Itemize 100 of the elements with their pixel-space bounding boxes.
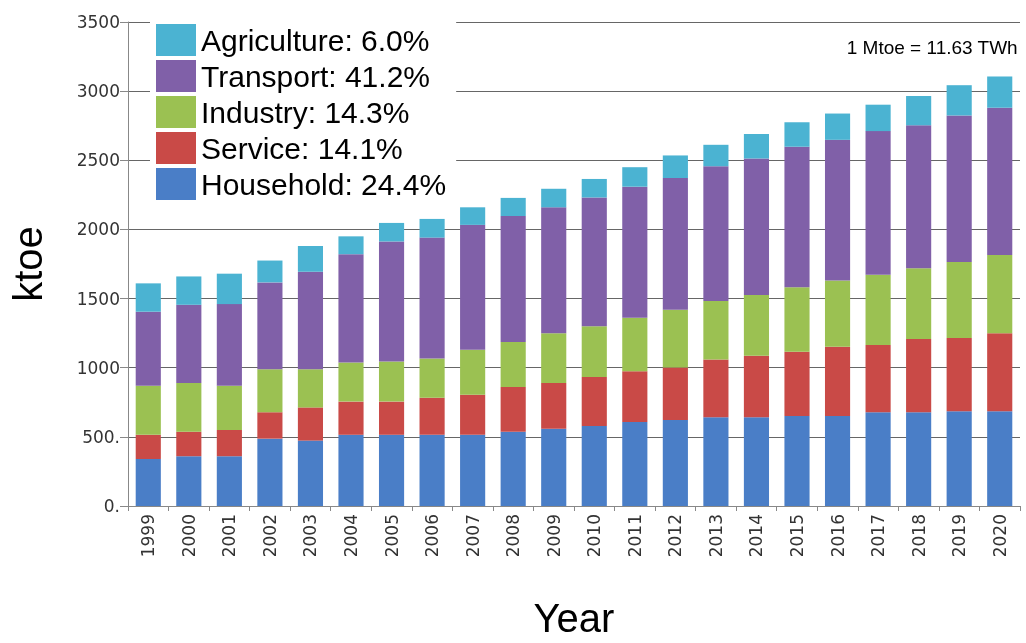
bar: [176, 276, 202, 305]
bar: [257, 260, 283, 283]
bar: [460, 224, 486, 350]
bar: [500, 341, 526, 387]
bar: [378, 241, 405, 362]
bar: [784, 287, 810, 352]
bar: [581, 326, 607, 378]
bar: [257, 369, 283, 413]
bar: [297, 271, 324, 370]
bar: [419, 237, 445, 359]
bar: [338, 236, 364, 255]
bar: [865, 131, 891, 275]
bar: [216, 385, 242, 430]
bar: [987, 411, 1013, 506]
bar: [216, 456, 242, 506]
bar: [906, 339, 932, 413]
x-tick-label: 2017: [868, 514, 889, 558]
bar: [216, 429, 242, 457]
bar: [135, 283, 161, 312]
bar: [297, 407, 324, 441]
bar: [297, 440, 324, 506]
bar: [987, 107, 1013, 256]
bar: [946, 85, 972, 116]
y-tick-label: 500.: [82, 426, 120, 447]
bar: [743, 158, 770, 296]
x-tick-label: 2020: [989, 514, 1010, 558]
bar: [500, 197, 526, 217]
bar: [865, 104, 891, 132]
bar: [743, 417, 770, 506]
x-tick-label: 2002: [259, 514, 280, 558]
bar: [176, 456, 202, 506]
bar: [865, 344, 891, 413]
bar: [419, 434, 445, 506]
x-tick-label: 2008: [503, 514, 524, 558]
bar: [257, 282, 283, 370]
legend-label: Industry: 14.3%: [201, 95, 410, 129]
bar: [216, 273, 242, 305]
bar: [703, 300, 729, 360]
y-axis-title: ktoe: [6, 226, 50, 302]
bar: [338, 401, 364, 435]
legend-label: Service: 14.1%: [201, 131, 403, 165]
bar: [541, 333, 567, 384]
bar: [662, 177, 688, 310]
x-tick-label: 2012: [665, 514, 686, 558]
bar: [662, 309, 688, 368]
bar: [257, 438, 283, 506]
bar: [460, 434, 486, 506]
y-tick-label: 1000: [76, 357, 120, 378]
bar: [865, 274, 891, 345]
bar: [176, 382, 202, 432]
x-tick-label: 2007: [462, 514, 483, 558]
x-tick-label: 2003: [300, 514, 321, 558]
x-tick-label: 2018: [908, 514, 929, 558]
bar: [176, 304, 202, 383]
bar: [581, 178, 607, 198]
bar: [987, 76, 1013, 108]
x-tick-label: 2009: [543, 514, 564, 558]
bar: [500, 431, 526, 506]
bar: [743, 355, 770, 418]
x-tick-label: 2019: [949, 514, 970, 558]
bar: [662, 367, 688, 421]
bar: [541, 207, 567, 334]
y-tick-label: 3000: [76, 81, 120, 102]
x-tick-label: 2016: [827, 514, 848, 558]
y-tick-label: 1500: [76, 288, 120, 309]
x-tick-label: 2001: [219, 514, 240, 558]
x-tick-label: 2015: [787, 514, 807, 558]
bar: [297, 246, 324, 272]
annotation: 1 Mtoe = 11.63 TWh: [846, 37, 1018, 58]
x-tick-label: 1999: [138, 514, 159, 558]
bar: [297, 369, 324, 408]
x-tick-label: 2011: [624, 514, 645, 558]
bar: [784, 351, 810, 417]
bar: [906, 125, 932, 269]
bar: [135, 434, 161, 459]
y-tick-label: 2500: [76, 150, 120, 171]
bar: [135, 385, 161, 435]
bar: [419, 358, 445, 398]
bar: [622, 422, 648, 506]
bar: [824, 416, 851, 506]
bar: [824, 346, 851, 417]
bar: [338, 362, 364, 402]
x-tick-label: 2010: [584, 514, 605, 558]
bar: [216, 304, 242, 386]
bar: [622, 186, 648, 318]
bar: [906, 268, 932, 340]
legend-label: Agriculture: 6.0%: [201, 23, 430, 57]
bar: [703, 359, 729, 418]
bar: [946, 115, 972, 262]
bar: [906, 412, 932, 506]
y-tick-label: 3500: [76, 12, 120, 32]
x-tick-label: 2004: [341, 514, 361, 558]
bar: [662, 420, 688, 506]
bar: [541, 428, 567, 506]
x-tick-label: 2013: [705, 514, 726, 558]
bar: [824, 280, 851, 347]
bar: [419, 397, 445, 435]
y-tick-label: 2000: [76, 219, 120, 240]
bar: [581, 197, 607, 327]
bar: [419, 218, 445, 238]
